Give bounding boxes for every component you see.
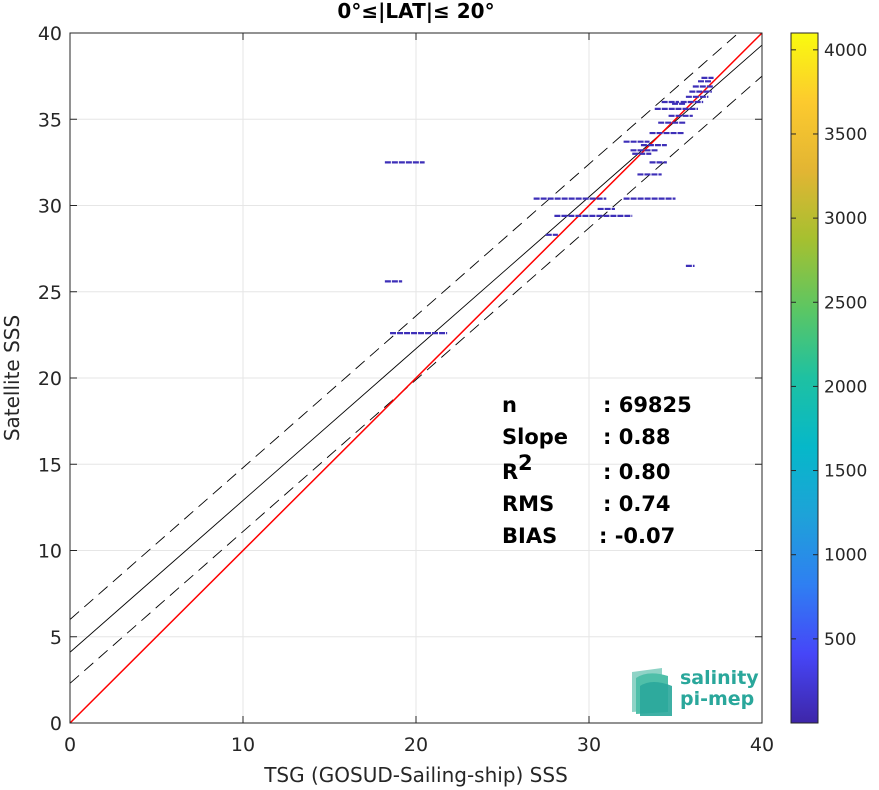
x-axis-ticks: 0 10 20 30 40 xyxy=(64,33,774,756)
colorbar-tick-label: 3000 xyxy=(824,209,867,229)
colorbar-tick-label: 500 xyxy=(824,630,856,650)
y-axis-label: Satellite SSS xyxy=(0,315,24,441)
regression-lines xyxy=(70,33,762,723)
identity-line xyxy=(70,33,762,723)
y-tick-label: 35 xyxy=(38,109,62,131)
fit-bound-line xyxy=(70,75,762,684)
fit-bound-line xyxy=(70,33,740,620)
stat-label: BIAS xyxy=(502,524,557,548)
y-tick-label: 15 xyxy=(38,454,62,476)
stat-label: n xyxy=(502,393,517,417)
stat-label: RMS xyxy=(502,492,554,516)
colorbar xyxy=(790,32,819,724)
chart-title: 0°≤|LAT|≤ 20° xyxy=(337,0,494,23)
stat-value: : 0.80 xyxy=(603,460,671,484)
y-tick-label: 20 xyxy=(38,368,62,390)
wave-layers-icon xyxy=(632,668,672,716)
stat-label-superscript: 2 xyxy=(518,451,533,475)
y-tick-label: 40 xyxy=(38,23,62,45)
y-tick-label: 5 xyxy=(50,627,62,649)
colorbar-tick-label: 4000 xyxy=(824,41,867,61)
colorbar-tick-label: 1500 xyxy=(824,462,867,482)
stat-value: : 0.88 xyxy=(603,425,671,449)
x-tick-label: 40 xyxy=(750,734,774,756)
colorbar-tick-label: 1000 xyxy=(824,546,867,566)
x-tick-label: 10 xyxy=(231,734,255,756)
colorbar-tick-label: 2000 xyxy=(824,377,867,397)
colorbar-tick-label: 2500 xyxy=(824,293,867,313)
colorbar-tick-label: 3500 xyxy=(824,125,867,145)
y-tick-label: 30 xyxy=(38,196,62,218)
density-points xyxy=(384,76,714,335)
y-tick-label: 25 xyxy=(38,282,62,304)
x-tick-label: 0 xyxy=(64,734,76,756)
stat-value: : -0.07 xyxy=(599,524,675,548)
statistics-box: n : 69825 Slope : 0.88 R 2 : 0.80 RMS : 0.74 BIAS… xyxy=(502,393,692,548)
salinity-pi-mep-logo: salinity pi-mep xyxy=(632,667,759,716)
fit-line xyxy=(70,44,762,653)
colorbar-ticks: 500 1000 1500 2000 2500 3000 3500 4000 xyxy=(791,41,867,650)
x-tick-label: 30 xyxy=(577,734,601,756)
stat-label: R xyxy=(502,460,518,484)
x-tick-label: 20 xyxy=(404,734,428,756)
logo-line-2: pi-mep xyxy=(680,688,754,710)
logo-line-1: salinity xyxy=(680,667,759,689)
stat-value: : 69825 xyxy=(603,393,692,417)
stat-value: : 0.74 xyxy=(603,492,671,516)
stat-label: Slope xyxy=(502,425,568,449)
y-tick-label: 10 xyxy=(38,541,62,563)
y-tick-label: 0 xyxy=(50,713,62,735)
x-axis-label: TSG (GOSUD-Sailing-ship) SSS xyxy=(263,763,568,787)
y-axis-ticks: 0 5 10 15 20 25 30 35 40 xyxy=(38,23,762,735)
